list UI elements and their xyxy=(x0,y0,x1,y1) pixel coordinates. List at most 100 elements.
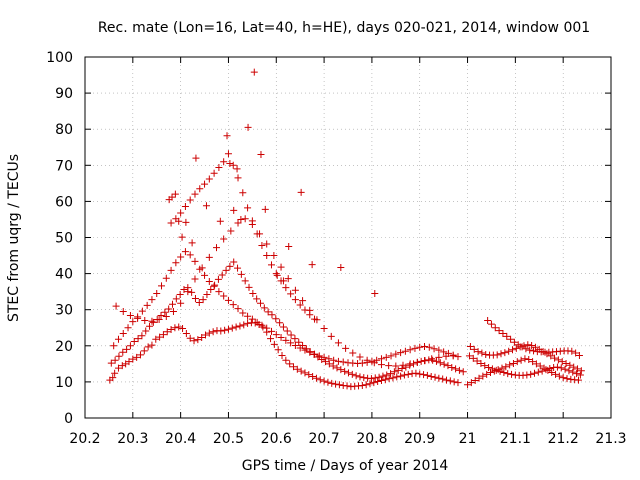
data-point xyxy=(366,380,374,388)
data-point xyxy=(333,364,341,372)
data-point xyxy=(248,315,256,323)
data-point xyxy=(421,343,429,351)
data-point xyxy=(327,332,335,340)
data-point xyxy=(227,227,235,235)
data-point xyxy=(392,350,400,358)
data-point xyxy=(215,163,223,171)
data-point xyxy=(244,123,252,131)
data-point xyxy=(157,311,165,319)
data-point xyxy=(249,289,257,297)
y-tick-label: 20 xyxy=(55,339,73,355)
y-tick-label: 70 xyxy=(55,158,73,174)
data-point xyxy=(517,356,525,364)
data-point xyxy=(125,358,133,366)
data-point xyxy=(482,350,490,358)
data-point xyxy=(486,369,494,377)
data-point xyxy=(398,365,406,373)
data-point xyxy=(352,372,360,380)
plot-frame xyxy=(84,56,612,419)
x-tick-label: 21.1 xyxy=(500,431,531,447)
x-tick-label: 20.5 xyxy=(213,431,244,447)
data-point xyxy=(551,354,559,362)
data-point xyxy=(234,264,242,272)
data-point xyxy=(220,292,228,300)
data-point xyxy=(483,370,491,378)
data-point xyxy=(400,371,408,379)
data-point xyxy=(427,372,435,380)
data-point xyxy=(202,202,210,210)
data-point xyxy=(169,308,177,316)
data-point xyxy=(181,248,189,256)
data-point xyxy=(126,342,134,350)
data-point xyxy=(448,363,456,371)
data-point xyxy=(305,371,313,379)
data-point xyxy=(165,305,173,313)
data-point xyxy=(199,296,207,304)
data-point xyxy=(115,352,123,360)
data-point xyxy=(234,219,242,227)
data-point xyxy=(148,317,156,325)
data-point xyxy=(177,209,185,217)
data-point xyxy=(149,318,157,326)
data-point xyxy=(161,308,169,316)
data-point xyxy=(287,331,295,339)
data-point xyxy=(109,374,117,382)
data-point xyxy=(565,367,573,375)
data-point xyxy=(241,277,249,285)
data-point xyxy=(210,282,218,290)
data-point xyxy=(258,321,266,329)
data-point xyxy=(270,252,278,260)
data-point xyxy=(244,319,252,327)
data-point xyxy=(134,314,142,322)
data-point xyxy=(431,373,439,381)
data-point xyxy=(230,206,238,214)
data-point xyxy=(425,343,433,351)
data-point xyxy=(349,349,357,357)
data-point xyxy=(387,370,395,378)
data-point xyxy=(521,355,529,363)
data-point xyxy=(201,271,209,279)
x-tick-label: 21.3 xyxy=(595,431,626,447)
data-point xyxy=(283,327,291,335)
data-point xyxy=(220,158,228,166)
data-point xyxy=(230,258,238,266)
data-point xyxy=(526,346,534,354)
data-point xyxy=(195,298,203,306)
data-point xyxy=(234,174,242,182)
data-point xyxy=(229,301,237,309)
data-point xyxy=(356,353,364,361)
data-point xyxy=(557,364,565,372)
data-point xyxy=(435,353,443,361)
data-point xyxy=(198,333,206,341)
data-point xyxy=(253,295,261,303)
data-point xyxy=(342,344,350,352)
x-tick-label: 21.2 xyxy=(548,431,579,447)
data-point xyxy=(282,284,290,292)
data-point xyxy=(274,346,282,354)
data-point xyxy=(406,346,414,354)
data-point xyxy=(530,347,538,355)
data-point xyxy=(167,266,175,274)
x-axis-label: GPS time / Days of year 2014 xyxy=(242,458,449,474)
data-point xyxy=(209,328,217,336)
data-point xyxy=(389,374,397,382)
data-point xyxy=(432,357,440,365)
data-point xyxy=(143,301,151,309)
data-point xyxy=(207,285,215,293)
data-point xyxy=(191,295,199,303)
data-point xyxy=(577,367,585,375)
x-tick-label: 20.7 xyxy=(309,431,340,447)
data-point xyxy=(484,317,492,325)
data-point xyxy=(404,370,412,378)
data-point xyxy=(356,373,364,381)
data-point xyxy=(144,343,152,351)
data-point xyxy=(308,261,316,269)
data-point xyxy=(334,339,342,347)
data-point xyxy=(314,353,322,361)
y-tick-label: 10 xyxy=(55,375,73,391)
data-point xyxy=(497,350,505,358)
data-point xyxy=(385,375,393,383)
data-point xyxy=(220,235,228,243)
data-point xyxy=(473,357,481,365)
